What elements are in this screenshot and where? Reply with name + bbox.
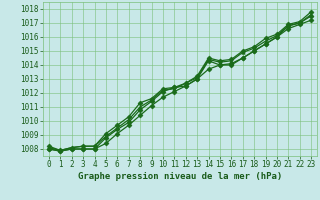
X-axis label: Graphe pression niveau de la mer (hPa): Graphe pression niveau de la mer (hPa) <box>78 172 282 181</box>
